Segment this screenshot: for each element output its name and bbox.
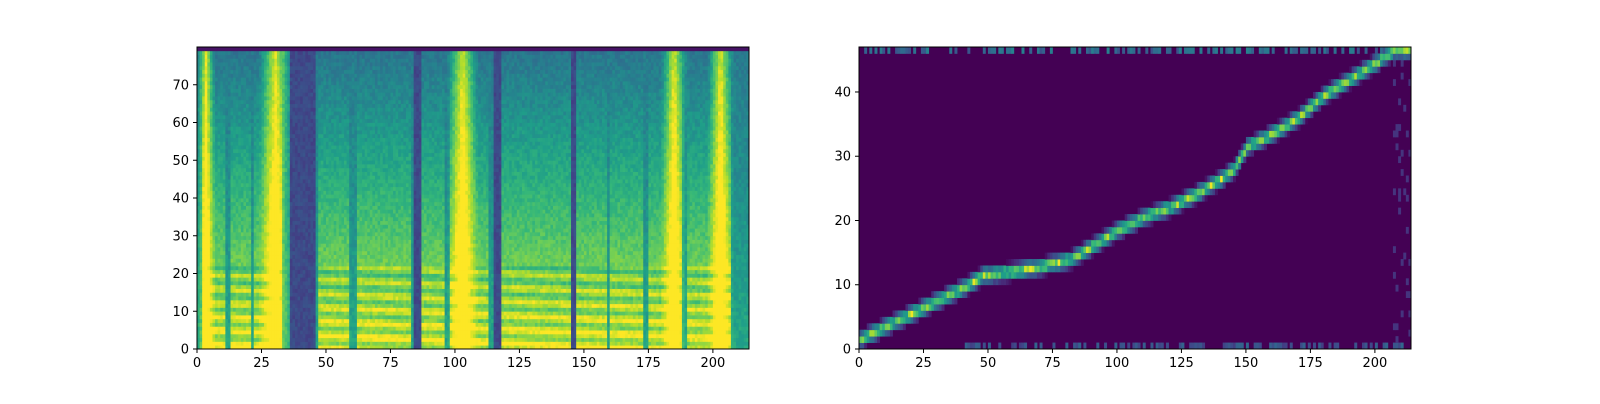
x-tick-label: 0 [855,356,863,371]
attention-alignment-panel: 0 25 50 75 100 125 150 175 200 0 10 20 30 40 [834,47,1411,371]
x-tick-label: 25 [253,356,270,371]
y-tick-label: 30 [834,150,851,165]
x-tick-label: 75 [1044,356,1061,371]
x-tick-label: 125 [1169,356,1194,371]
y-tick-label: 60 [172,116,189,131]
mel-spectrogram-panel: 0 25 50 75 100 125 150 175 200 0 10 20 30 40 50 60 70 [172,47,749,371]
y-tick-label: 50 [172,154,189,169]
x-tick-label: 75 [382,356,399,371]
y-tick-label: 40 [172,192,189,207]
x-tick-label: 100 [443,356,468,371]
x-tick-label: 25 [915,356,932,371]
x-tick-label: 175 [636,356,661,371]
x-tick-label: 150 [572,356,597,371]
x-tick-label: 50 [318,356,335,371]
x-tick-label: 200 [1362,356,1387,371]
attention-alignment-image [859,47,1411,349]
x-tick-label: 200 [700,356,725,371]
y-tick-label: 20 [172,267,189,282]
y-tick-label: 30 [172,229,189,244]
y-tick-label: 0 [843,343,851,358]
y-tick-label: 40 [834,85,851,100]
mel-spectrogram-image [197,47,749,349]
y-tick-label: 10 [834,278,851,293]
x-tick-label: 175 [1298,356,1323,371]
y-tick-label: 10 [172,305,189,320]
x-tick-label: 100 [1105,356,1130,371]
y-tick-label: 70 [172,78,189,93]
x-tick-label: 150 [1234,356,1259,371]
x-tick-label: 0 [193,356,201,371]
y-tick-label: 20 [834,214,851,229]
x-tick-label: 125 [507,356,532,371]
y-tick-label: 0 [181,343,189,358]
x-tick-label: 50 [980,356,997,371]
